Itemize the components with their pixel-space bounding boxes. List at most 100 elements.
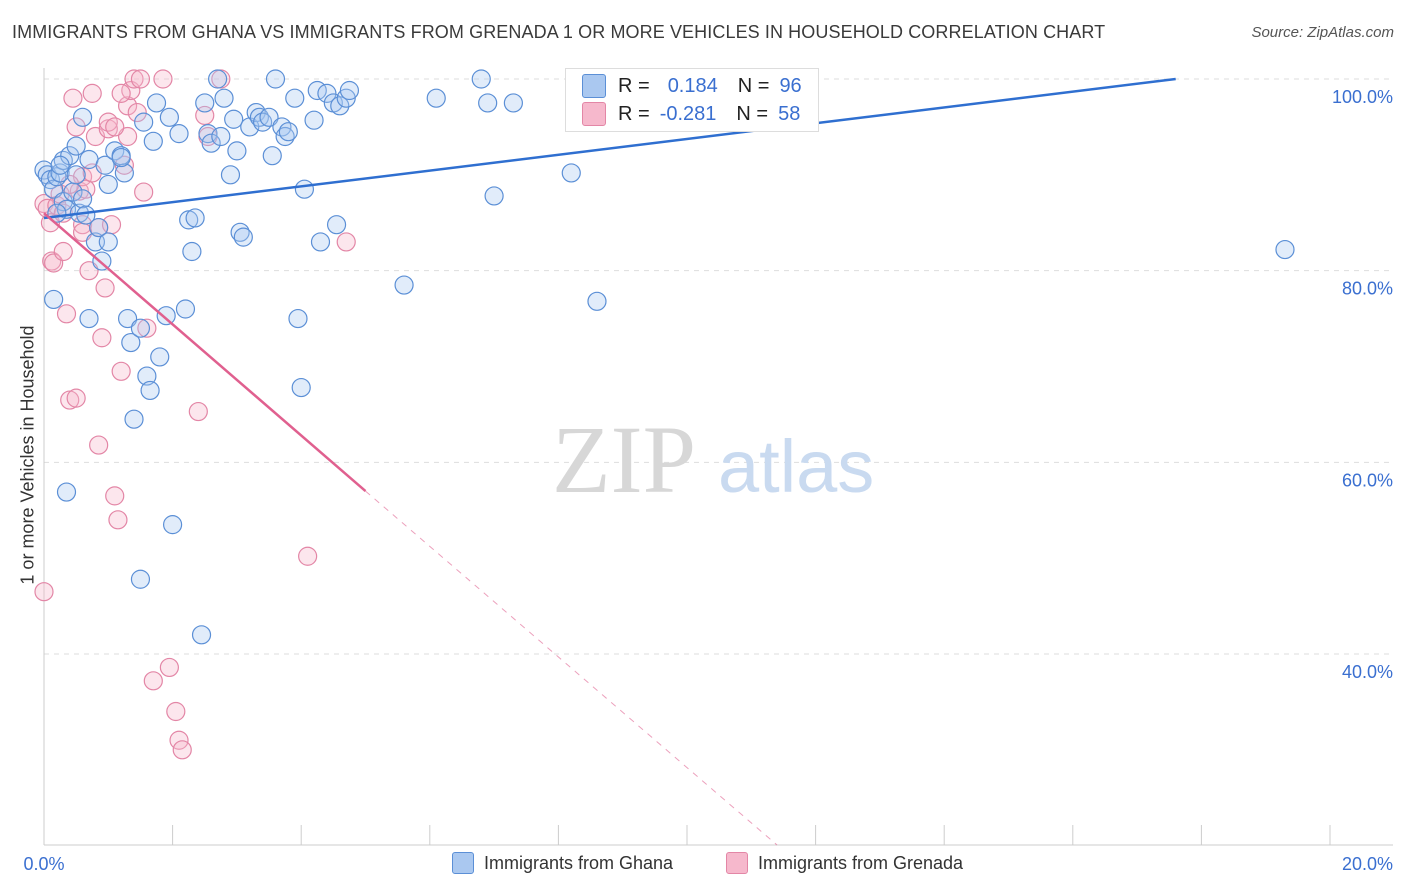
ghana-point — [259, 107, 279, 127]
watermark-zip: ZIP — [552, 406, 696, 513]
ghana-point — [50, 155, 70, 175]
ghana-point — [1275, 239, 1295, 260]
ghana-point — [240, 117, 260, 137]
ghana-point — [60, 146, 80, 166]
ghana-point — [50, 163, 70, 183]
legend-grenada-n-value: 58 — [778, 102, 801, 125]
grenada-trend-line — [43, 212, 367, 493]
grenada-point — [130, 69, 151, 89]
ghana-point — [227, 141, 247, 161]
ghana-point — [310, 232, 331, 252]
ghana-point — [134, 112, 154, 132]
y-tick-labels: 40.0% 60.0% 80.0% 100.0% — [1332, 87, 1393, 682]
ghana-point — [150, 347, 170, 367]
grenada-point — [336, 232, 356, 252]
ghana-point — [72, 107, 93, 127]
ghana-point — [208, 69, 228, 89]
ghana-point — [262, 146, 282, 166]
ghana-point — [117, 308, 138, 329]
bottom-legend-label-grenada: Immigrants from Grenada — [758, 852, 964, 873]
grenada-point — [127, 102, 147, 123]
ghana-point — [484, 186, 504, 206]
grenada-point — [82, 83, 102, 103]
legend-grenada-n-label: N = — [736, 102, 769, 125]
ghana-point — [195, 93, 215, 113]
legend-ghana-r-label: R = — [618, 74, 650, 97]
grenada-point — [298, 546, 318, 566]
ghana-point — [98, 174, 118, 195]
grenada-points — [34, 69, 356, 760]
grenada-point — [66, 117, 86, 137]
ghana-point — [426, 88, 446, 108]
grenada-point — [134, 182, 154, 202]
legend-ghana-n-label: N = — [737, 74, 770, 97]
grenada-point — [105, 117, 125, 137]
ghana-point — [211, 126, 231, 147]
ghana-point — [182, 241, 202, 262]
ghana-point — [294, 179, 315, 199]
bottom-legend-swatch-ghana — [452, 852, 474, 874]
source-note: Source: ZipAtlas.com — [1251, 24, 1394, 41]
grenada-trend-extension — [365, 490, 778, 846]
grenada-point — [105, 486, 125, 506]
ghana-point — [114, 163, 134, 183]
ghana-point — [98, 232, 118, 252]
grenada-point — [63, 88, 83, 108]
ghana-point — [72, 189, 93, 209]
legend-row-grenada: R = -0.281 N = 58 — [582, 102, 800, 126]
ghana-point — [265, 69, 286, 89]
gridlines — [44, 78, 1393, 655]
bottom-legend-grenada: Immigrants from Grenada — [726, 852, 963, 874]
ghana-point — [214, 88, 234, 108]
ghana-point — [478, 93, 498, 113]
ghana-point — [326, 215, 347, 235]
ghana-point — [233, 227, 253, 247]
grenada-point — [92, 328, 112, 348]
grenada-point — [172, 740, 192, 760]
ghana-trend-line — [43, 77, 1176, 220]
legend-swatch-grenada — [582, 102, 606, 126]
grenada-point — [34, 582, 54, 602]
ghana-point — [111, 147, 131, 168]
ghana-point — [79, 149, 99, 170]
grenada-point — [56, 304, 77, 324]
watermark: ZIP atlas — [552, 406, 874, 513]
ghana-point — [471, 69, 491, 89]
watermark-atlas: atlas — [718, 425, 874, 508]
x-tick-label-max: 20.0% — [1342, 854, 1393, 874]
ghana-point — [291, 377, 311, 398]
bottom-legend-label-ghana: Immigrants from Ghana — [484, 852, 674, 873]
grenada-point — [137, 318, 157, 338]
grenada-point — [111, 361, 131, 381]
ghana-points — [34, 69, 1295, 645]
grenada-point — [166, 701, 186, 722]
ghana-point — [130, 318, 151, 338]
legend-grenada-r-label: R = — [618, 102, 650, 125]
ghana-point — [79, 308, 99, 329]
ghana-point — [130, 569, 151, 589]
ghana-point — [304, 110, 324, 130]
correlation-legend: R = 0.184 N = 96 R = -0.281 N = 58 — [565, 68, 819, 132]
ghana-point — [56, 482, 77, 502]
ghana-point — [185, 208, 205, 228]
grenada-point — [53, 241, 73, 262]
grenada-point — [95, 278, 115, 298]
ghana-point — [278, 122, 298, 142]
y-axis-label: 1 or more Vehicles in Household — [17, 325, 38, 585]
bottom-legend-swatch-grenada — [726, 852, 748, 874]
grenada-point — [66, 388, 86, 408]
ghana-point — [95, 155, 115, 175]
grenada-point — [111, 83, 131, 103]
ghana-point — [121, 332, 141, 353]
y-tick-label: 40.0% — [1342, 662, 1393, 682]
ghana-point — [156, 306, 176, 326]
grenada-point — [117, 126, 138, 147]
ghana-point — [191, 625, 212, 645]
grenada-point — [153, 69, 173, 89]
chart-title: IMMIGRANTS FROM GHANA VS IMMIGRANTS FROM… — [12, 22, 1106, 42]
grenada-point — [188, 401, 208, 422]
ghana-point — [146, 93, 167, 113]
ghana-point — [285, 88, 305, 108]
legend-swatch-ghana — [582, 74, 606, 98]
ghana-point — [224, 109, 244, 129]
